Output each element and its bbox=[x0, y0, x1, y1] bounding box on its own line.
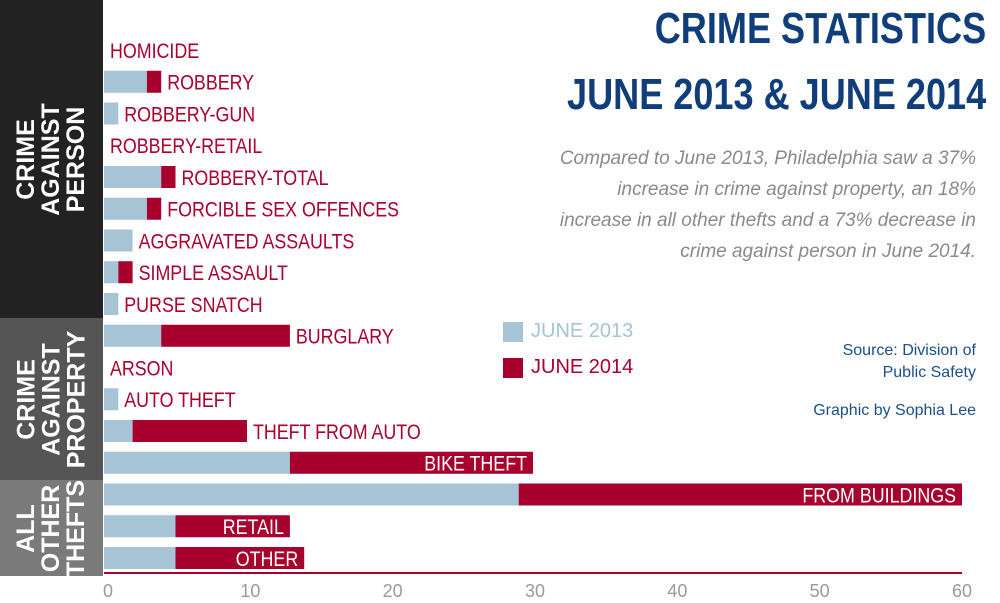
bar-2013 bbox=[104, 102, 119, 125]
bar-2013 bbox=[104, 197, 147, 220]
bar-2014 bbox=[132, 420, 247, 442]
category-label: THEFT FROM AUTO bbox=[253, 421, 421, 445]
bar-2014 bbox=[289, 451, 533, 474]
bar-2013 bbox=[104, 515, 176, 538]
bar-2014 bbox=[146, 70, 162, 93]
bar-2014 bbox=[118, 261, 133, 284]
category-label: ROBBERY bbox=[167, 71, 254, 95]
category-label: BURGLARY bbox=[296, 325, 394, 349]
bar-2013 bbox=[104, 70, 147, 93]
category-label: ARSON bbox=[110, 357, 173, 381]
x-tick-label: 40 bbox=[667, 581, 687, 601]
legend-label: JUNE 2014 bbox=[531, 356, 634, 378]
bar-2014 bbox=[146, 197, 162, 220]
chart-title-line2: JUNE 2013 & JUNE 2014 bbox=[566, 70, 986, 119]
category-label: RETAIL bbox=[223, 516, 284, 540]
category-label: ROBBERY-GUN bbox=[124, 103, 255, 127]
bar-2013 bbox=[104, 420, 133, 442]
legend-swatch bbox=[503, 321, 523, 342]
bar-2013 bbox=[104, 293, 119, 315]
category-label: FORCIBLE SEX OFFENCES bbox=[167, 198, 399, 222]
bar-2013 bbox=[104, 483, 519, 506]
description: Compared to June 2013, Philadelphia saw … bbox=[559, 148, 976, 262]
x-tick-label: 0 bbox=[103, 581, 113, 601]
source-note: Source: Division of Public Safety bbox=[842, 342, 976, 381]
chart-title-line1: CRIME STATISTICS bbox=[654, 4, 986, 53]
bar-2014 bbox=[175, 547, 305, 569]
x-tick-label: 10 bbox=[240, 581, 260, 601]
category-label: ROBBERY-TOTAL bbox=[182, 167, 329, 191]
category-label: BIKE THEFT bbox=[424, 452, 527, 476]
x-tick-label: 30 bbox=[525, 581, 545, 601]
x-tick-label: 60 bbox=[952, 581, 972, 601]
category-label: OTHER bbox=[236, 548, 298, 572]
bar-2013 bbox=[104, 547, 176, 569]
legend-item-2014: JUNE 2014 bbox=[503, 356, 633, 379]
x-tick-label: 50 bbox=[810, 581, 830, 601]
x-tick-label: 20 bbox=[383, 581, 403, 601]
bar-2013 bbox=[104, 229, 133, 252]
category-label: HOMICIDE bbox=[110, 40, 199, 64]
category-label: FROM BUILDINGS bbox=[802, 484, 956, 508]
bar-2014 bbox=[175, 515, 290, 538]
group-band-other-thefts: ALL OTHER THEFTS bbox=[0, 479, 103, 577]
category-label: SIMPLE ASSAULT bbox=[139, 262, 288, 286]
bar-2013 bbox=[104, 388, 119, 411]
bar-2014 bbox=[161, 166, 176, 188]
bar-2014 bbox=[518, 483, 962, 506]
group-band-property: CRIME AGAINST PROPERTY bbox=[0, 318, 103, 480]
category-label: PURSE SNATCH bbox=[124, 294, 262, 318]
bar-2014 bbox=[161, 324, 290, 347]
category-label: AGGRAVATED ASSAULTS bbox=[139, 230, 355, 254]
category-label: ROBBERY-RETAIL bbox=[110, 135, 262, 159]
bar-2013 bbox=[104, 451, 290, 474]
group-band-person: CRIME AGAINST PERSON bbox=[0, 0, 103, 318]
category-label: AUTO THEFT bbox=[124, 389, 235, 413]
credit-note: Graphic by Sophia Lee bbox=[813, 402, 976, 419]
bar-2013 bbox=[104, 261, 119, 284]
bar-2013 bbox=[104, 166, 162, 188]
legend-label: JUNE 2013 bbox=[531, 320, 634, 342]
legend-swatch bbox=[503, 357, 523, 378]
bar-2013 bbox=[104, 324, 162, 347]
legend-item-2013: JUNE 2013 bbox=[503, 320, 633, 343]
